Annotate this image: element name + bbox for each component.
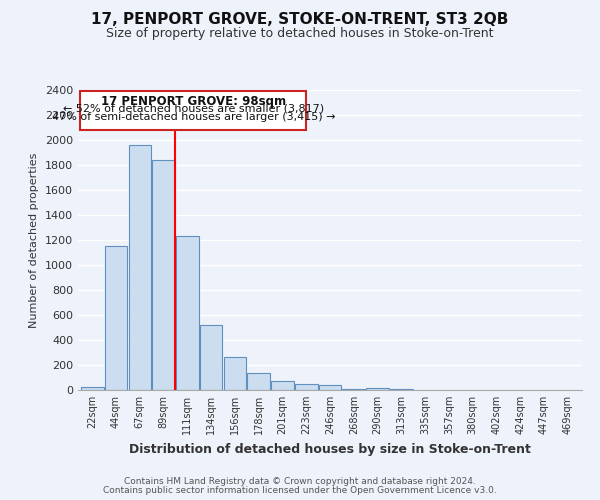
Bar xyxy=(224,357,246,390)
Text: 17 PENPORT GROVE: 98sqm: 17 PENPORT GROVE: 98sqm xyxy=(101,95,286,108)
FancyBboxPatch shape xyxy=(80,90,306,130)
X-axis label: Distribution of detached houses by size in Stoke-on-Trent: Distribution of detached houses by size … xyxy=(129,442,531,456)
Bar xyxy=(152,160,175,390)
Bar xyxy=(366,388,389,390)
Text: Contains HM Land Registry data © Crown copyright and database right 2024.: Contains HM Land Registry data © Crown c… xyxy=(124,477,476,486)
Text: 47% of semi-detached houses are larger (3,415) →: 47% of semi-detached houses are larger (… xyxy=(52,112,335,122)
Text: 17, PENPORT GROVE, STOKE-ON-TRENT, ST3 2QB: 17, PENPORT GROVE, STOKE-ON-TRENT, ST3 2… xyxy=(91,12,509,28)
Bar xyxy=(343,389,365,390)
Bar xyxy=(105,246,127,390)
Bar xyxy=(271,380,294,390)
Bar xyxy=(176,236,199,390)
Y-axis label: Number of detached properties: Number of detached properties xyxy=(29,152,40,328)
Text: Contains public sector information licensed under the Open Government Licence v3: Contains public sector information licen… xyxy=(103,486,497,495)
Bar xyxy=(295,384,317,390)
Bar xyxy=(319,385,341,390)
Bar xyxy=(247,372,270,390)
Bar xyxy=(128,145,151,390)
Bar xyxy=(200,325,223,390)
Bar xyxy=(81,387,104,390)
Text: ← 52% of detached houses are smaller (3,817): ← 52% of detached houses are smaller (3,… xyxy=(63,103,324,113)
Text: Size of property relative to detached houses in Stoke-on-Trent: Size of property relative to detached ho… xyxy=(106,28,494,40)
